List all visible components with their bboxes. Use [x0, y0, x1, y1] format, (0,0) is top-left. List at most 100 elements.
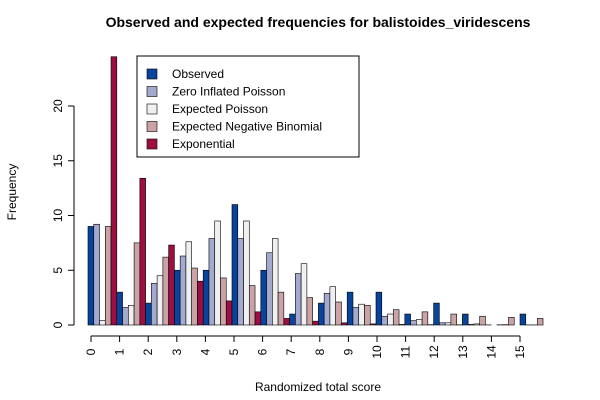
chart-title: Observed and expected frequencies for ba…: [106, 14, 531, 30]
legend-swatch: [146, 138, 158, 150]
bar-4-exponential: [225, 300, 233, 326]
legend-label: Expected Negative Binomial: [172, 120, 322, 134]
legend-label: Zero Inflated Poisson: [172, 85, 285, 99]
bar-1-zero-inflated-poisson: [122, 307, 129, 326]
bar-3-zero-inflated-poisson: [179, 255, 187, 326]
y-tick-label: 15: [51, 154, 65, 168]
bar-2-expected-poisson: [156, 275, 164, 326]
bar-0-expected-poisson: [99, 320, 106, 326]
bar-13-zero-inflated-poisson: [467, 324, 475, 326]
bar-7-zero-inflated-poisson: [295, 273, 302, 326]
x-axis: 0 1 2 3 4 5 6 7 8 9 10 11 12 13 14 15: [84, 335, 527, 359]
legend-swatch: [146, 86, 158, 97]
bar-3-exponential: [197, 280, 204, 326]
legend-label: Exponential: [172, 137, 235, 151]
bar-9-observed: [346, 291, 354, 326]
x-tick-label: 13: [456, 345, 470, 359]
x-tick-label: 4: [198, 348, 212, 355]
bar-7-observed: [289, 313, 296, 326]
x-axis-label: Randomized total score: [255, 380, 381, 394]
bar-8-expected-poisson: [329, 286, 336, 326]
bar-6-zero-inflated-poisson: [266, 252, 273, 326]
x-tick-label: 9: [341, 348, 355, 355]
bar-7-expected-negative-binomial: [306, 297, 313, 326]
y-tick-label: 10: [51, 209, 65, 223]
bar-4-expected-poisson: [214, 220, 221, 326]
bar-1-expected-poisson: [128, 304, 135, 326]
bar-12-zero-inflated-poisson: [439, 322, 446, 326]
y-tick-label: 20: [51, 99, 65, 113]
bar-13-observed: [462, 313, 469, 326]
bar-10-expected-poisson: [387, 313, 394, 326]
bar-6-observed: [260, 269, 267, 326]
bar-10-expected-negative-binomial: [392, 309, 400, 326]
bar-9-expected-negative-binomial: [364, 304, 371, 326]
x-tick-label: 7: [284, 348, 298, 355]
bars-group: [87, 56, 544, 326]
legend-label: Expected Poisson: [172, 102, 268, 116]
bar-2-observed: [145, 302, 152, 326]
bar-2-exponential: [168, 244, 175, 326]
bar-2-expected-negative-binomial: [162, 256, 169, 326]
bar-9-expected-poisson: [358, 303, 365, 326]
bar-3-observed: [174, 269, 181, 326]
bar-11-expected-negative-binomial: [421, 311, 429, 326]
bar-6-exponential: [283, 318, 290, 326]
bar-1-expected-negative-binomial: [133, 242, 141, 326]
y-axis: 0 5 10 15 20: [51, 99, 75, 328]
y-tick-label: 0: [51, 321, 65, 328]
bar-6-expected-poisson: [272, 238, 279, 326]
legend-box: [136, 55, 360, 158]
bar-10-exponential: [398, 324, 406, 326]
bar-8-expected-negative-binomial: [335, 301, 342, 326]
bar-15-observed: [519, 313, 527, 326]
x-tick-label: 6: [256, 348, 270, 355]
y-tick-label: 5: [51, 267, 65, 274]
bar-0-zero-inflated-poisson: [93, 223, 100, 326]
bar-1-exponential: [139, 177, 146, 326]
x-tick-label: 0: [84, 348, 98, 355]
x-tick-label: 3: [170, 348, 184, 355]
bar-0-expected-negative-binomial: [104, 226, 112, 326]
x-tick-label: 10: [370, 345, 384, 359]
bar-15-expected-negative-binomial: [536, 318, 544, 326]
legend-label: Observed: [172, 67, 224, 81]
bar-5-observed: [231, 204, 239, 326]
bar-13-expected-negative-binomial: [479, 315, 486, 326]
bar-5-expected-poisson: [243, 220, 250, 326]
x-tick-label: 8: [313, 348, 327, 355]
x-tick-label: 15: [513, 345, 527, 359]
bar-7-expected-poisson: [300, 263, 308, 326]
bar-7-exponential: [312, 320, 319, 326]
bar-1-observed: [116, 291, 123, 326]
bar-8-exponential: [341, 322, 348, 326]
bar-11-expected-poisson: [416, 319, 423, 326]
legend-swatch: [146, 68, 158, 80]
bar-11-zero-inflated-poisson: [410, 320, 417, 326]
x-tick-label: 5: [227, 348, 241, 355]
bar-9-zero-inflated-poisson: [352, 307, 360, 326]
x-tick-label: 2: [141, 348, 155, 355]
bar-3-expected-poisson: [185, 241, 192, 326]
bar-4-expected-negative-binomial: [220, 277, 227, 326]
bar-12-expected-poisson: [444, 322, 452, 326]
x-tick-label: 1: [113, 348, 127, 355]
legend-swatch: [146, 121, 158, 132]
legend-swatch: [146, 103, 158, 115]
bar-0-exponential: [110, 56, 118, 326]
bar-4-observed: [202, 269, 210, 326]
bar-12-observed: [433, 302, 440, 326]
bar-5-zero-inflated-poisson: [237, 238, 244, 326]
x-tick-label: 12: [427, 345, 441, 359]
x-tick-label: 11: [399, 345, 413, 358]
bar-4-zero-inflated-poisson: [208, 238, 216, 326]
bar-14-expected-negative-binomial: [508, 317, 515, 326]
bar-5-exponential: [254, 311, 262, 326]
bar-6-expected-negative-binomial: [277, 291, 285, 326]
bar-0-observed: [87, 226, 95, 326]
y-axis-label: Frequency: [5, 164, 19, 221]
bar-11-observed: [404, 313, 411, 326]
bar-9-exponential: [369, 323, 377, 326]
bar-5-expected-negative-binomial: [248, 285, 256, 326]
